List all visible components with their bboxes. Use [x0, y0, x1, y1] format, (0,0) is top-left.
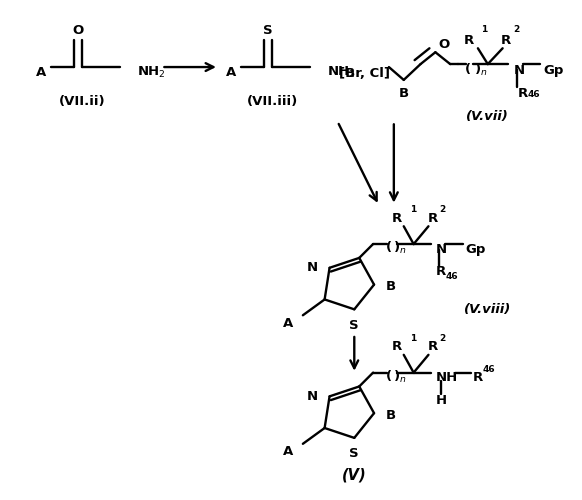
- Text: ($\,\,$)$_n$: ($\,\,$)$_n$: [464, 62, 488, 78]
- Text: Gp: Gp: [465, 242, 485, 256]
- Text: B: B: [386, 408, 396, 422]
- Text: R: R: [392, 340, 402, 353]
- Text: R: R: [473, 371, 483, 384]
- Text: N: N: [513, 64, 524, 76]
- Text: [Br, Cl]: [Br, Cl]: [339, 68, 391, 80]
- Text: O: O: [73, 24, 84, 37]
- Text: ($\,$)$_n$: ($\,$)$_n$: [385, 368, 407, 384]
- Text: A: A: [283, 316, 293, 330]
- Text: R: R: [501, 34, 511, 47]
- Text: (V): (V): [342, 468, 367, 483]
- Text: S: S: [349, 447, 359, 460]
- Text: S: S: [349, 318, 359, 332]
- Text: H: H: [436, 394, 447, 407]
- Text: 46: 46: [527, 90, 540, 99]
- Text: (VII.iii): (VII.iii): [247, 95, 298, 108]
- Text: B: B: [399, 88, 409, 101]
- Text: 2: 2: [513, 26, 520, 35]
- Text: R: R: [464, 34, 474, 47]
- Text: 46: 46: [445, 272, 458, 281]
- Text: R: R: [427, 340, 438, 353]
- Text: S: S: [264, 24, 273, 37]
- Text: R: R: [427, 212, 438, 225]
- Text: A: A: [36, 66, 46, 78]
- Text: A: A: [283, 445, 293, 458]
- Text: N: N: [307, 262, 318, 274]
- Text: 1: 1: [481, 26, 487, 35]
- Text: A: A: [226, 66, 236, 78]
- Text: 1: 1: [410, 206, 416, 214]
- Text: NH$_2$: NH$_2$: [137, 64, 165, 80]
- Text: NH: NH: [435, 371, 457, 384]
- Text: 2: 2: [439, 334, 446, 343]
- Text: N: N: [435, 242, 446, 256]
- Text: 46: 46: [483, 364, 495, 374]
- Text: ($\,$)$_n$: ($\,$)$_n$: [385, 240, 407, 256]
- Text: (V.viii): (V.viii): [464, 303, 512, 316]
- Text: (VII.ii): (VII.ii): [59, 95, 106, 108]
- Text: R: R: [517, 88, 528, 101]
- Text: N: N: [307, 390, 318, 403]
- Text: 1: 1: [410, 334, 416, 343]
- Text: R: R: [392, 212, 402, 225]
- Text: O: O: [438, 38, 449, 51]
- Text: NH$_2$: NH$_2$: [327, 64, 356, 80]
- Text: R: R: [435, 266, 446, 278]
- Text: (V.vii): (V.vii): [466, 110, 509, 123]
- Text: Gp: Gp: [543, 64, 563, 76]
- Text: B: B: [386, 280, 396, 293]
- Text: 2: 2: [439, 206, 446, 214]
